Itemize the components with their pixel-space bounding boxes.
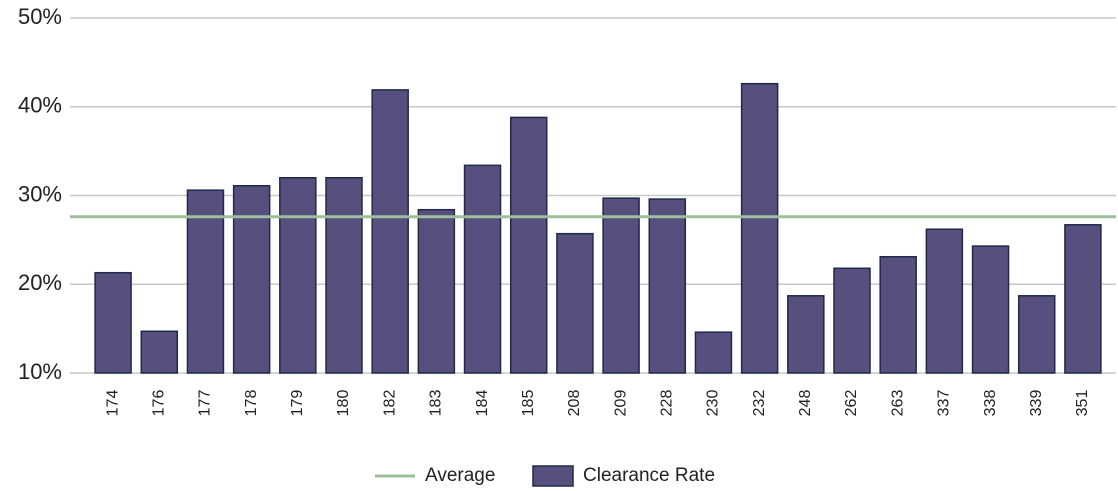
bar bbox=[787, 295, 825, 374]
x-tick-label: 228 bbox=[658, 390, 675, 417]
bar bbox=[417, 208, 456, 374]
bar bbox=[371, 89, 409, 374]
bar bbox=[232, 184, 271, 374]
bar bbox=[740, 82, 779, 374]
x-tick-label: 338 bbox=[982, 390, 999, 417]
bar bbox=[971, 245, 1010, 374]
bar bbox=[694, 331, 733, 374]
legend-label: Average bbox=[425, 465, 495, 486]
bar bbox=[1017, 295, 1056, 374]
x-tick-label: 230 bbox=[705, 390, 722, 417]
bar bbox=[509, 116, 548, 374]
y-tick-label: 10% bbox=[18, 359, 62, 384]
x-tick-label: 351 bbox=[1074, 390, 1091, 417]
bar bbox=[186, 189, 225, 374]
x-tick-label: 232 bbox=[751, 390, 768, 417]
bar bbox=[602, 197, 640, 374]
bar bbox=[94, 271, 132, 374]
x-tick-label: 179 bbox=[289, 390, 306, 417]
x-tick-label: 174 bbox=[104, 390, 121, 417]
x-tick-label: 248 bbox=[797, 390, 814, 417]
bar bbox=[1064, 224, 1102, 374]
x-tick-label: 182 bbox=[381, 390, 398, 417]
y-tick-label: 20% bbox=[18, 270, 62, 295]
bar bbox=[279, 177, 317, 374]
legend-swatch bbox=[532, 465, 574, 487]
legend-label: Clearance Rate bbox=[583, 465, 715, 486]
x-tick-label: 185 bbox=[520, 390, 537, 417]
x-tick-label: 176 bbox=[150, 390, 167, 417]
y-tick-label: 50% bbox=[18, 4, 62, 29]
bar bbox=[463, 164, 502, 374]
x-tick-label: 184 bbox=[474, 390, 491, 417]
x-tick-label: 177 bbox=[197, 390, 214, 417]
bar bbox=[556, 232, 594, 374]
x-tick-label: 337 bbox=[936, 390, 953, 417]
x-tick-label: 180 bbox=[335, 390, 352, 417]
y-tick-label: 40% bbox=[18, 93, 62, 118]
x-tick-label: 263 bbox=[889, 390, 906, 417]
bar bbox=[140, 330, 179, 374]
bar bbox=[648, 198, 687, 374]
x-tick-label: 339 bbox=[1028, 390, 1045, 417]
x-tick-label: 208 bbox=[566, 390, 583, 417]
bar bbox=[325, 177, 363, 374]
x-tick-label: 178 bbox=[243, 390, 260, 417]
x-tick-label: 262 bbox=[843, 390, 860, 417]
x-tick-label: 183 bbox=[428, 390, 445, 417]
x-tick-label: 209 bbox=[612, 390, 629, 417]
bar bbox=[833, 267, 871, 374]
bar bbox=[925, 228, 964, 374]
y-tick-label: 30% bbox=[18, 181, 62, 206]
bar bbox=[879, 255, 917, 374]
